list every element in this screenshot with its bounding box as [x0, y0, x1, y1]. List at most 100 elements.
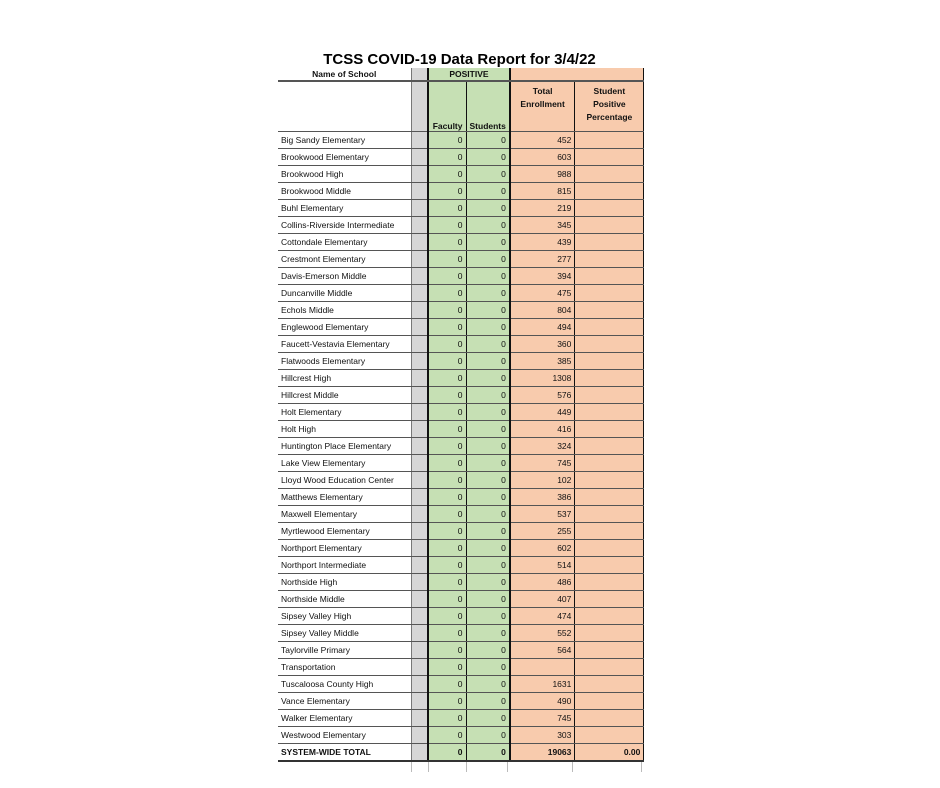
table-row: Buhl Elementary 0 0 219: [278, 199, 645, 217]
enrollment-cell: 219: [509, 199, 576, 217]
students-positive-cell: 0: [466, 403, 511, 421]
percentage-header: Student Positive Percentage: [574, 81, 645, 132]
spacer-cell: [410, 743, 429, 762]
table-row: Echols Middle 0 0 804: [278, 301, 645, 319]
school-name-cell: Englewood Elementary: [278, 318, 411, 336]
percentage-cell: [574, 165, 645, 183]
students-positive-cell: 0: [466, 539, 511, 557]
students-positive-cell: 0: [466, 488, 511, 506]
enrollment-cell: 576: [509, 386, 576, 404]
table-row: Westwood Elementary 0 0 303: [278, 726, 645, 744]
school-name-cell: Faucett-Vestavia Elementary: [278, 335, 411, 353]
blank-header: [278, 81, 411, 132]
faculty-positive-cell: 0: [428, 403, 467, 421]
percentage-cell: [574, 403, 645, 421]
table-row: Northside High 0 0 486: [278, 573, 645, 591]
faculty-positive-cell: 0: [428, 539, 467, 557]
faculty-positive-cell: 0: [428, 335, 467, 353]
school-name-cell: Vance Elementary: [278, 692, 411, 710]
spacer-cell: [410, 199, 429, 217]
faculty-positive-cell: 0: [428, 658, 467, 676]
enrollment-header: Total Enrollment: [509, 81, 576, 132]
enrollment-cell: 602: [509, 539, 576, 557]
faculty-positive-cell: 0: [428, 199, 467, 217]
spacer-cell: [410, 284, 429, 302]
enrollment-cell: 988: [509, 165, 576, 183]
faculty-positive-cell: 0: [428, 590, 467, 608]
spacer-cell: [410, 81, 429, 132]
enrollment-cell: 19063: [509, 743, 576, 762]
spacer-cell: [410, 403, 429, 421]
school-name-cell: Lake View Elementary: [278, 454, 411, 472]
students-positive-cell: 0: [466, 318, 511, 336]
school-name-cell: Myrtlewood Elementary: [278, 522, 411, 540]
enrollment-cell: 255: [509, 522, 576, 540]
enrollment-cell: 385: [509, 352, 576, 370]
faculty-positive-cell: 0: [428, 726, 467, 744]
school-name-cell: SYSTEM-WIDE TOTAL: [278, 743, 411, 762]
percentage-cell: [574, 182, 645, 200]
table-row: Matthews Elementary 0 0 386: [278, 488, 645, 506]
table-row: Tuscaloosa County High 0 0 1631: [278, 675, 645, 693]
spacer-cell: [410, 216, 429, 234]
table-row: Holt High 0 0 416: [278, 420, 645, 438]
percentage-cell: [574, 352, 645, 370]
students-positive-cell: 0: [466, 182, 511, 200]
faculty-positive-cell: 0: [428, 454, 467, 472]
school-name-cell: Buhl Elementary: [278, 199, 411, 217]
percentage-cell: [574, 318, 645, 336]
spacer-cell: [410, 522, 429, 540]
spacer-cell: [410, 369, 429, 387]
school-name-cell: Taylorville Primary: [278, 641, 411, 659]
school-name-cell: Holt High: [278, 420, 411, 438]
school-name-cell: Collins-Riverside Intermediate: [278, 216, 411, 234]
percentage-cell: [574, 556, 645, 574]
spacer-cell: [410, 454, 429, 472]
enrollment-cell: 474: [509, 607, 576, 625]
percentage-cell: [574, 658, 645, 676]
students-positive-cell: 0: [466, 573, 511, 591]
spacer-cell: [410, 352, 429, 370]
students-positive-cell: 0: [466, 352, 511, 370]
percentage-cell: [574, 624, 645, 642]
spacer-cell: [410, 658, 429, 676]
spacer-cell: [410, 250, 429, 268]
percentage-cell: [574, 199, 645, 217]
faculty-positive-cell: 0: [428, 352, 467, 370]
report-title: TCSS COVID-19 Data Report for 3/4/22: [323, 51, 596, 68]
enrollment-cell: 514: [509, 556, 576, 574]
spacer-cell: [410, 488, 429, 506]
students-positive-cell: 0: [466, 692, 511, 710]
name-header: Name of School: [278, 68, 411, 82]
spacer-cell: [410, 675, 429, 693]
students-positive-cell: 0: [466, 709, 511, 727]
spacer-cell: [410, 318, 429, 336]
percentage-cell: [574, 488, 645, 506]
spacer-cell: [410, 726, 429, 744]
students-positive-cell: 0: [466, 420, 511, 438]
faculty-positive-cell: 0: [428, 216, 467, 234]
school-name-cell: Lloyd Wood Education Center: [278, 471, 411, 489]
enrollment-group-header: [509, 68, 645, 82]
enrollment-cell: 745: [509, 709, 576, 727]
enrollment-cell: 494: [509, 318, 576, 336]
table-row: Faucett-Vestavia Elementary 0 0 360: [278, 335, 645, 353]
school-name-cell: Tuscaloosa County High: [278, 675, 411, 693]
percentage-cell: [574, 233, 645, 251]
enrollment-cell: 324: [509, 437, 576, 455]
percentage-cell: [574, 726, 645, 744]
percentage-cell: [574, 335, 645, 353]
school-name-cell: Flatwoods Elementary: [278, 352, 411, 370]
faculty-positive-cell: 0: [428, 250, 467, 268]
percentage-cell: [574, 641, 645, 659]
table-row: Maxwell Elementary 0 0 537: [278, 505, 645, 523]
table-row: Northport Intermediate 0 0 514: [278, 556, 645, 574]
school-name-cell: Hillcrest High: [278, 369, 411, 387]
percentage-cell: [574, 522, 645, 540]
percentage-cell: [574, 607, 645, 625]
school-name-cell: Echols Middle: [278, 301, 411, 319]
enrollment-cell: 804: [509, 301, 576, 319]
percentage-cell: [574, 216, 645, 234]
students-positive-cell: 0: [466, 301, 511, 319]
students-positive-cell: 0: [466, 335, 511, 353]
